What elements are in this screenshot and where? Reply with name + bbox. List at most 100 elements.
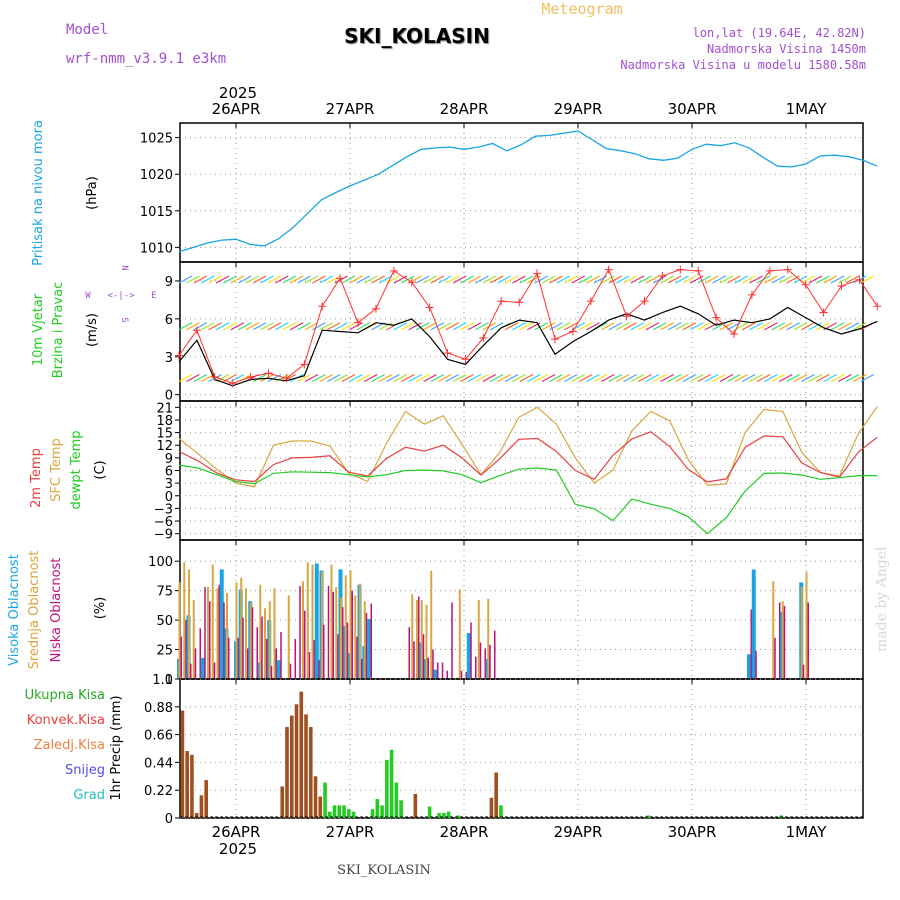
cloud-bar-low — [783, 605, 786, 679]
wind-direction-arrow — [690, 374, 704, 383]
wind-gust-marker — [640, 297, 649, 306]
wind-direction-arrow — [556, 275, 571, 284]
wind-direction-arrow — [578, 322, 593, 331]
wind-compass: N W E S <-|-> — [85, 265, 156, 322]
cloud-bar-low — [427, 657, 429, 679]
wind-direction-arrow — [808, 275, 823, 284]
wind-direction-arrow — [541, 275, 556, 284]
wind-gust-marker — [282, 374, 291, 383]
cloud-bar-low — [460, 670, 463, 679]
precip-bar — [385, 759, 389, 818]
cloud-bar-low — [370, 603, 372, 679]
wind-direction-arrow — [756, 322, 771, 331]
wind-direction-arrow — [415, 275, 430, 284]
wind-direction-arrow — [497, 374, 511, 383]
cloud-bar-mid — [425, 604, 428, 679]
cloud-bar-low — [475, 656, 477, 679]
legend-hail: Grad — [73, 788, 105, 803]
wind-direction-arrow — [793, 322, 808, 331]
wind-gust-marker — [550, 335, 559, 344]
cloud-bar-low — [802, 664, 805, 679]
cloud-bar-mid — [240, 577, 243, 679]
wind-gust-marker — [264, 369, 273, 378]
precip-bar — [446, 811, 451, 818]
cloud-bar-mid — [781, 601, 784, 679]
wind-direction-arrow — [297, 322, 311, 331]
wind-direction-arrow — [193, 322, 208, 331]
wind-direction-arrow — [267, 322, 282, 331]
wind-direction-arrow — [704, 322, 719, 331]
cloud-bar-low — [479, 642, 482, 679]
wind-direction-arrow — [541, 374, 556, 383]
wind-direction-arrow — [482, 374, 497, 383]
cloud-bar-high — [276, 660, 281, 679]
precip-ytick-label: 0.66 — [144, 729, 173, 744]
precip-bar — [370, 809, 375, 818]
wind-direction-arrow — [304, 374, 319, 383]
cloud-bar-low — [313, 640, 315, 679]
cloud-bar-mid — [245, 588, 247, 679]
wind-direction-arrow — [571, 275, 585, 284]
wind-direction-arrow — [312, 374, 326, 383]
cloud-bar-mid — [311, 564, 314, 679]
cloud-bar-low — [190, 663, 192, 679]
cloud-bar-low — [356, 636, 358, 679]
wind-direction-arrow — [764, 275, 778, 284]
wind-direction-arrow — [297, 374, 311, 383]
wind-direction-arrow — [401, 374, 415, 383]
cloud-bar-mid — [178, 582, 181, 679]
wind-direction-arrow — [475, 275, 489, 284]
precip-ytick-label: 0.22 — [144, 784, 173, 799]
wind-direction-arrow — [578, 275, 593, 284]
cloud-bar-low — [489, 644, 491, 679]
cloud-axis-title-mid: Srednja Oblacnost — [27, 551, 42, 670]
cloud-bar-mid — [344, 575, 347, 679]
wind-gust-marker — [371, 304, 380, 313]
precip-bar — [351, 811, 356, 818]
temp-axis-unit: (C) — [93, 460, 108, 479]
wind-direction-arrow — [712, 374, 726, 383]
top-day-labels: 26APR 27APR 28APR 29APR 30APR 1MAY — [212, 100, 828, 118]
cloud-bar-mid — [302, 581, 304, 679]
bottom-day-labels: 26APR 27APR 28APR 29APR 30APR 1MAY — [212, 823, 828, 841]
wind-direction-arrow — [200, 322, 215, 331]
wind-direction-arrow — [741, 322, 756, 331]
cloud-bar-mid — [226, 593, 228, 679]
cloud-bar-low — [185, 620, 187, 679]
wind-gust-marker — [461, 355, 470, 364]
temp-axis-title-dewpt: dewpt Temp — [69, 430, 84, 509]
wind-gust-marker — [497, 297, 506, 306]
cloud-bar-high — [433, 669, 438, 679]
cloud-bar-low — [779, 602, 781, 679]
cloud-bar-mid — [249, 602, 252, 679]
wind-direction-arrow — [230, 322, 245, 331]
cloud-bar-low — [270, 666, 273, 679]
wind-direction-arrow — [178, 374, 193, 383]
wind-gust-marker — [210, 372, 219, 381]
wind-panel: 0 3 6 9 — [165, 261, 882, 404]
wind-direction-arrow — [564, 374, 578, 383]
compass-south: S — [119, 317, 129, 322]
compass-west: W — [85, 291, 91, 301]
model-name: wrf-nmm_v3.9.1 e3km — [66, 51, 226, 67]
wind-gust-marker — [855, 275, 864, 284]
wind-direction-arrow — [741, 275, 756, 284]
wind-gust-marker — [318, 302, 327, 311]
top-day-label: 27APR — [326, 100, 375, 118]
wind-direction-arrow — [393, 374, 408, 383]
wind-direction-arrow — [504, 374, 519, 383]
wind-direction-arrow — [697, 275, 711, 284]
precip-bar — [304, 714, 308, 818]
wind-direction-arrow — [645, 374, 660, 383]
precip-bar — [289, 715, 294, 818]
wind-gust-marker — [515, 298, 524, 307]
wind-direction-arrow — [475, 374, 489, 383]
pressure-axis-title: Pritisak na nivou mora — [31, 120, 46, 266]
wind-direction-arrow — [378, 275, 393, 284]
precip-bar — [399, 800, 403, 818]
cloud-bar-high — [367, 618, 371, 679]
wind-direction-arrow — [519, 275, 534, 284]
cloud-bar-mid — [330, 564, 333, 679]
cloud-panel: 0 25 50 75 100 — [148, 539, 864, 688]
wind-gust-marker — [837, 282, 846, 291]
